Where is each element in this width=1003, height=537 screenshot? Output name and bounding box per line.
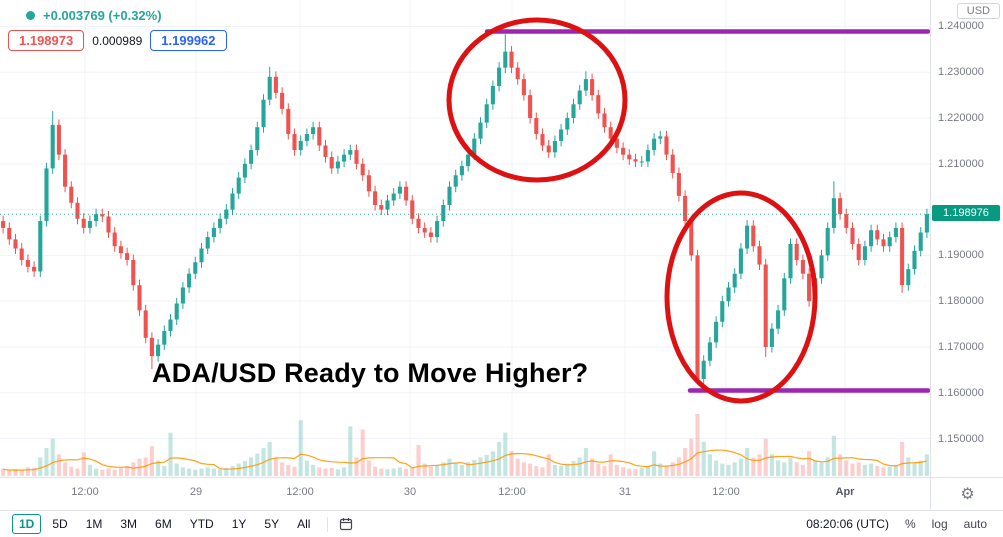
time-axis-label: 29	[189, 486, 203, 498]
currency-unit-toggle[interactable]: USD	[956, 3, 1000, 19]
time-axis-label: Apr	[835, 486, 855, 498]
log-scale-button[interactable]: log	[931, 517, 948, 531]
range-button-all[interactable]: All	[297, 517, 311, 531]
range-button-1y[interactable]: 1Y	[231, 517, 247, 531]
axis-corner: ⚙	[930, 477, 1003, 511]
time-axis-label: 31	[618, 486, 632, 498]
spread-value: 0.000989	[92, 33, 143, 48]
percent-scale-button[interactable]: %	[904, 517, 916, 531]
grid-layer	[0, 0, 930, 477]
volume-ma-line	[3, 449, 928, 471]
chart-annotation-headline: ADA/USD Ready to Move Higher?	[152, 358, 589, 388]
range-button-6m[interactable]: 6M	[155, 517, 172, 531]
settings-gear-icon[interactable]: ⚙	[960, 485, 975, 503]
price-axis-label: 1.190000	[938, 249, 984, 262]
highlight-ellipse-2[interactable]	[664, 190, 818, 404]
symbol-header: +0.003769 (+0.32%) 1.198973 0.000989 1.1…	[8, 6, 227, 51]
buy-price-button[interactable]: 1.199962	[150, 30, 227, 51]
market-status-dot-icon	[26, 10, 35, 20]
price-axis-label: 1.210000	[938, 157, 984, 170]
price-axis-label: 1.220000	[938, 112, 984, 125]
range-button-5d[interactable]: 5D	[52, 517, 68, 531]
range-button-ytd[interactable]: YTD	[189, 517, 214, 531]
highlight-ellipse-1[interactable]	[446, 17, 628, 183]
price-chart-canvas[interactable]	[0, 0, 930, 477]
toolbar-divider	[327, 516, 329, 532]
price-axis-label: 1.150000	[938, 432, 984, 445]
time-axis-label: 30	[403, 486, 417, 498]
price-axis-label: 1.230000	[938, 66, 984, 79]
time-axis-label: 12:00	[71, 486, 99, 498]
go-to-date-icon[interactable]	[338, 516, 354, 532]
range-button-3m[interactable]: 3M	[120, 517, 138, 531]
range-button-5y[interactable]: 5Y	[264, 517, 280, 531]
price-axis[interactable]: USD 1.198976 1.240000 1.230000 1.220000 1.2…	[930, 0, 1003, 477]
price-axis-label: 1.180000	[938, 295, 984, 308]
auto-scale-button[interactable]: auto	[963, 517, 987, 531]
range-button-1m[interactable]: 1M	[85, 517, 103, 531]
range-button-1d[interactable]: 1D	[12, 514, 42, 534]
price-change-text: +0.003769 (+0.32%)	[43, 7, 162, 23]
price-axis-label: 1.160000	[938, 386, 984, 399]
time-axis-label: 12:00	[286, 486, 314, 498]
last-price-badge: 1.198976	[932, 205, 1000, 222]
sell-price-button[interactable]: 1.198973	[8, 30, 85, 51]
price-axis-label: 1.240000	[938, 20, 984, 33]
bottom-toolbar: 1D 5D 1M 3M 6M YTD 1Y 5Y All 08:20:06 (U…	[0, 510, 1003, 537]
time-axis[interactable]: 12:00 29 12:00 30 12:00 31 12:00 Apr	[0, 477, 930, 511]
time-axis-label: 12:00	[498, 486, 526, 498]
clock-utc[interactable]: 08:20:06 (UTC)	[806, 517, 889, 531]
candlesticks	[1, 34, 929, 385]
time-axis-label: 12:00	[712, 486, 740, 498]
price-axis-label: 1.170000	[938, 340, 984, 353]
